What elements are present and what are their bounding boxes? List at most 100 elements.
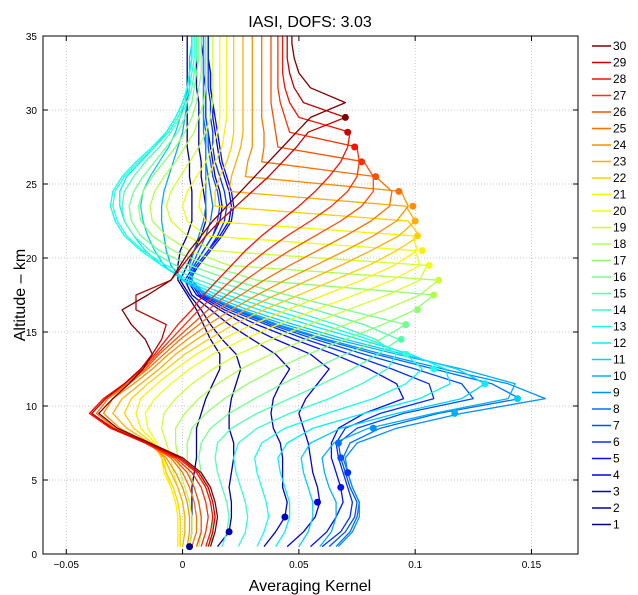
y-tick-label: 5: [31, 476, 37, 487]
x-tick-label: 0.15: [522, 560, 542, 571]
series-marker-3: [281, 513, 289, 521]
legend-label-3: 3: [613, 485, 620, 499]
legend-label-28: 28: [613, 72, 627, 86]
legend-label-19: 19: [613, 221, 627, 235]
series-line-20: [144, 36, 421, 547]
series-marker-28: [351, 143, 359, 151]
series-marker-1: [186, 543, 194, 551]
series-marker-22: [414, 232, 421, 240]
chart-title: IASI, DOFS: 3.03: [248, 14, 372, 31]
legend-label-29: 29: [613, 56, 627, 70]
series-line-24: [102, 36, 409, 547]
series-line-23: [112, 36, 416, 547]
series-line-25: [95, 36, 393, 547]
series-line-16: [128, 36, 407, 547]
series-marker-20: [425, 261, 433, 269]
series-marker-29: [344, 128, 352, 136]
legend-label-23: 23: [613, 155, 627, 169]
legend: 3029282726252423222120191817161514131211…: [592, 39, 627, 532]
x-tick-label: 0.1: [408, 560, 422, 571]
series-line-9: [188, 36, 547, 548]
series-marker-24: [409, 202, 417, 210]
y-tick-label: 35: [26, 32, 38, 43]
x-axis-label: Averaging Kernel: [249, 578, 371, 595]
series-line-19: [160, 36, 428, 547]
legend-label-8: 8: [613, 402, 620, 416]
series-line-2: [179, 36, 242, 548]
legend-label-12: 12: [613, 336, 627, 350]
series-marker-12: [481, 380, 489, 388]
series-marker-9: [369, 424, 377, 432]
series-marker-8: [334, 439, 342, 447]
series-marker-19: [434, 276, 442, 284]
y-tick-label: 25: [26, 180, 38, 191]
series-line-22: [123, 36, 421, 547]
legend-label-4: 4: [613, 468, 620, 482]
series-marker-2: [225, 528, 233, 536]
legend-label-1: 1: [613, 518, 620, 532]
series-markers: [186, 113, 522, 551]
legend-label-21: 21: [613, 188, 627, 202]
y-tick-label: 0: [31, 550, 37, 561]
series-marker-27: [358, 158, 366, 166]
y-tick-label: 30: [26, 106, 38, 117]
legend-label-26: 26: [613, 105, 627, 119]
x-tick-label: −0.05: [54, 560, 80, 571]
legend-label-17: 17: [613, 254, 627, 268]
series-marker-26: [372, 173, 380, 181]
y-tick-label: 20: [26, 254, 38, 265]
series-marker-14: [402, 350, 410, 358]
series-line-27: [88, 36, 360, 547]
legend-label-2: 2: [613, 501, 620, 515]
series-line-10: [160, 36, 516, 548]
series-marker-30: [341, 113, 349, 121]
series-marker-15: [397, 335, 405, 343]
series-line-15: [121, 36, 400, 547]
plot-frame: [42, 35, 579, 555]
series-line-26: [91, 36, 374, 547]
series-marker-18: [430, 291, 438, 299]
legend-label-30: 30: [613, 39, 627, 53]
legend-label-7: 7: [613, 419, 620, 433]
legend-label-18: 18: [613, 237, 627, 251]
x-tick-label: 0.05: [289, 560, 309, 571]
series-line-29: [91, 36, 347, 547]
series-line-13: [109, 36, 423, 547]
legend-label-6: 6: [613, 435, 620, 449]
series-marker-11: [514, 395, 522, 403]
legend-label-22: 22: [613, 171, 627, 185]
legend-label-5: 5: [613, 452, 620, 466]
series-line-28: [88, 36, 351, 547]
legend-label-14: 14: [613, 303, 627, 317]
legend-label-11: 11: [613, 353, 626, 367]
legend-label-16: 16: [613, 270, 627, 284]
series-marker-17: [414, 306, 421, 314]
series-line-1: [177, 36, 221, 547]
series-marker-25: [395, 187, 403, 195]
axis-ticks: −0.05 0 0.05 0.1 0.15 0 5 10 15 20 25 30 35: [26, 32, 578, 571]
series-line-4: [186, 36, 330, 548]
series-marker-7: [337, 454, 345, 462]
series-marker-21: [418, 247, 426, 255]
series-marker-4: [313, 498, 321, 506]
legend-label-13: 13: [613, 320, 627, 334]
legend-label-15: 15: [613, 287, 627, 301]
y-tick-label: 10: [26, 402, 38, 413]
legend-label-20: 20: [613, 204, 627, 218]
series-line-30: [98, 36, 347, 547]
series-marker-13: [430, 365, 438, 373]
series-marker-10: [451, 409, 459, 417]
legend-label-25: 25: [613, 122, 627, 136]
series-line-17: [137, 36, 435, 547]
legend-label-27: 27: [613, 89, 627, 103]
series-line-14: [112, 36, 398, 547]
legend-label-9: 9: [613, 386, 620, 400]
x-tick-label: 0: [180, 560, 186, 571]
series-marker-5: [337, 483, 345, 491]
legend-label-10: 10: [613, 369, 627, 383]
legend-label-24: 24: [613, 138, 627, 152]
series-marker-16: [402, 321, 410, 329]
series-marker-23: [411, 217, 419, 225]
series-marker-6: [344, 469, 352, 477]
